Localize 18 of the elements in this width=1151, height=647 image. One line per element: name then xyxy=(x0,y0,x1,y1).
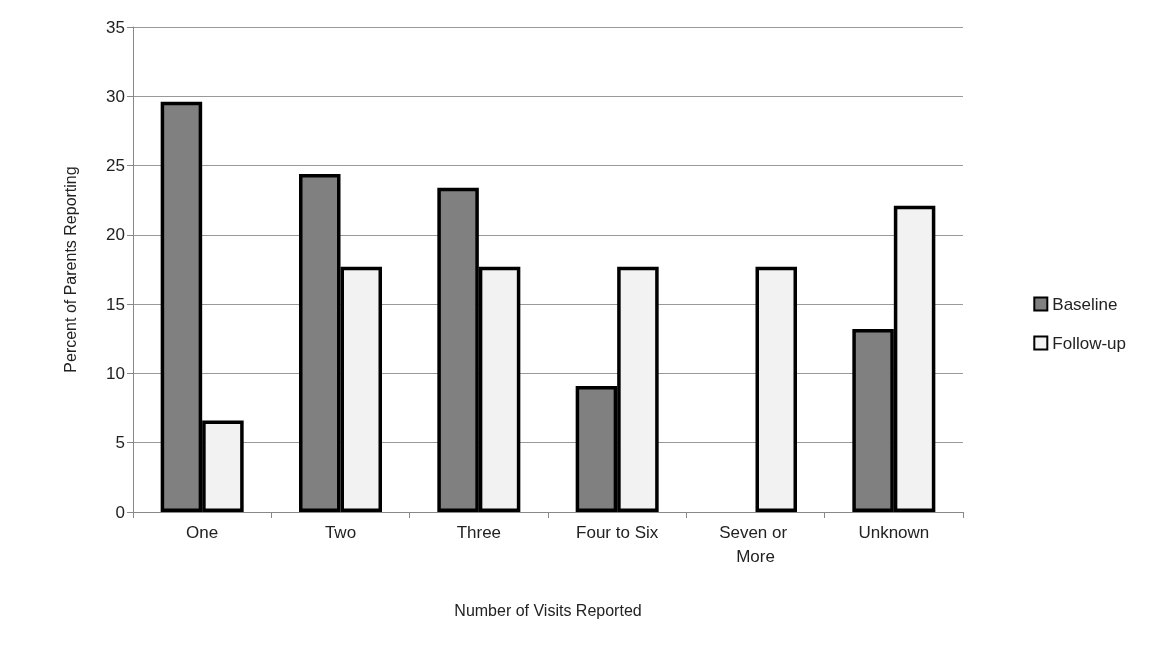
y-tick-label: 25 xyxy=(106,156,125,176)
y-tick-label: 20 xyxy=(106,225,125,245)
y-tick-label: 35 xyxy=(106,17,125,37)
legend-label: Follow-up xyxy=(1052,333,1127,353)
y-tick-label: 0 xyxy=(115,502,125,522)
x-tick-label: Seven or More xyxy=(719,522,792,566)
legend-label: Baseline xyxy=(1052,294,1118,314)
x-tick-label: Two xyxy=(324,522,357,542)
x-tick-label: Four to Six xyxy=(576,522,659,542)
x-tick-label: Unknown xyxy=(858,522,930,542)
x-tick-label: One xyxy=(186,522,219,542)
y-tick-label: 5 xyxy=(115,433,125,453)
y-tick-label: 10 xyxy=(106,363,125,383)
x-tick-label: Three xyxy=(456,522,502,542)
y-tick-label: 15 xyxy=(106,294,125,314)
y-tick-label: 30 xyxy=(106,86,125,106)
x-axis-title: Number of Visits Reported xyxy=(454,601,642,619)
y-axis-title: Percent of Parents Reporting xyxy=(61,166,79,373)
